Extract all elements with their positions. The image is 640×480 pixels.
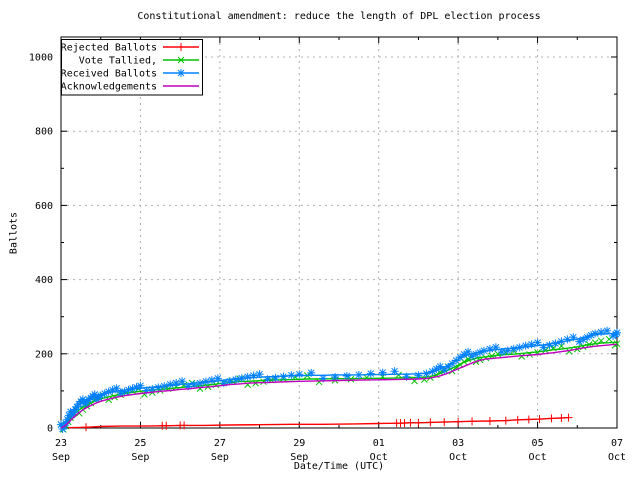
series-received-ballots	[57, 326, 621, 434]
legend-label-vote-tallied: Vote Tallied,	[79, 56, 157, 67]
x-tick-label-month: Oct	[449, 452, 467, 463]
legend-label-received-ballots: Received Ballots	[61, 69, 157, 80]
x-tick-label-day: 05	[532, 438, 544, 449]
y-tick-label: 600	[35, 201, 53, 212]
series-rejected-ballots	[60, 413, 573, 432]
x-tick-label-month: Oct	[529, 452, 547, 463]
x-tick-label-month: Sep	[290, 452, 308, 463]
y-tick-label: 200	[35, 349, 53, 360]
y-tick-label: 800	[35, 127, 53, 138]
series-acknowledgements	[60, 343, 618, 429]
plot-border-and-ticks	[60, 36, 618, 429]
legend: Rejected Ballots Vote Tallied, Received Ba…	[61, 39, 203, 96]
legend-label-acknowledgements: Acknowledgements	[61, 82, 157, 93]
x-tick-label-day: 29	[293, 438, 305, 449]
chart-title: Constitutional amendment: reduce the len…	[137, 11, 541, 22]
x-tick-label-day: 23	[55, 438, 67, 449]
y-axis-label: Ballots	[8, 211, 20, 255]
y-tick-label: 400	[35, 275, 53, 286]
x-tick-label-month: Oct	[370, 452, 388, 463]
x-tick-label-day: 03	[452, 438, 464, 449]
x-tick-label-month: Oct	[608, 452, 626, 463]
x-tick-label-day: 25	[134, 438, 146, 449]
x-tick-label-month: Sep	[211, 452, 229, 463]
x-tick-label-day: 27	[214, 438, 226, 449]
x-tick-label-day: 01	[373, 438, 385, 449]
y-tick-label: 0	[47, 424, 53, 435]
x-tick-label-month: Sep	[131, 452, 149, 463]
x-tick-label-month: Sep	[52, 452, 70, 463]
y-tick-label: 1000	[29, 53, 53, 64]
x-axis-label: Date/Time (UTC)	[293, 461, 385, 472]
grid	[61, 37, 617, 428]
x-tick-label-day: 07	[611, 438, 623, 449]
legend-label-rejected-ballots: Rejected Ballots	[61, 43, 157, 54]
tick-labels: 0 200 400 600 800 1000 23 Sep 25 Sep 27 Sep 29 Sep 01 O…	[29, 53, 626, 464]
